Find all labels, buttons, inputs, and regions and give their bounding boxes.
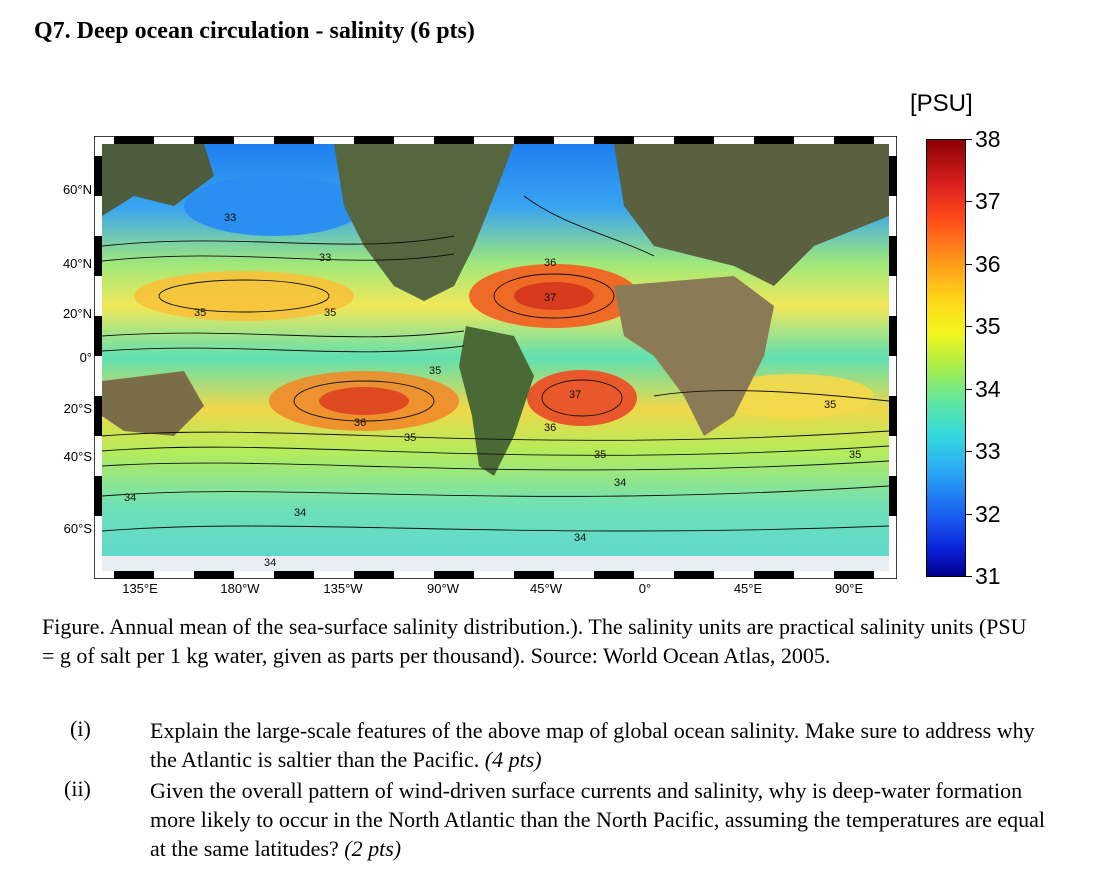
- lat-label: 20°S: [63, 401, 92, 416]
- frame-ticks: [94, 136, 897, 579]
- s-pacific-core: [319, 387, 409, 415]
- salinity-colorbar: [926, 139, 966, 577]
- question-points: (2 pts): [344, 836, 402, 861]
- contour-label: 34: [124, 492, 136, 504]
- n-pacific-high: [134, 271, 354, 321]
- lon-label: 180°W: [220, 581, 260, 596]
- contour-label: 36: [544, 422, 556, 434]
- question-body: Given the overall pattern of wind-driven…: [150, 778, 1045, 861]
- contour-label: 35: [594, 449, 606, 461]
- colorbar-tick: [966, 326, 972, 327]
- salinity-map-graphic: 33 33 35 35 35 36 36 37 37 36 35 35 35 3…: [94, 136, 897, 579]
- question-number: (ii): [64, 776, 91, 801]
- lat-label: 40°N: [62, 256, 92, 271]
- colorbar-label: 37: [975, 188, 1001, 214]
- colorbar-label: 31: [975, 563, 1001, 589]
- colorbar-label: 33: [975, 438, 1001, 464]
- antarctica: [102, 556, 889, 571]
- eurasia-land: [614, 144, 889, 286]
- colorbar-tick: [966, 139, 972, 140]
- lat-label: 60°N: [62, 182, 92, 197]
- australia-land: [102, 371, 204, 436]
- lat-label: 20°N: [62, 306, 92, 321]
- contour-label: 35: [194, 307, 206, 319]
- contour-label: 33: [224, 212, 236, 224]
- contour-label: 34: [614, 477, 626, 489]
- contour-label: 34: [574, 532, 586, 544]
- lat-label: 0°: [79, 350, 92, 365]
- asia-land: [102, 144, 214, 216]
- colorbar-tick: [966, 451, 972, 452]
- contour-label: 37: [544, 292, 556, 304]
- contour-label: 35: [404, 432, 416, 444]
- lon-label: 90°W: [427, 581, 459, 596]
- north-america-land: [334, 144, 514, 301]
- figure-caption: Figure. Annual mean of the sea-surface s…: [42, 614, 1027, 668]
- contour-lines: [101, 195, 890, 532]
- contour-label: 36: [544, 257, 556, 269]
- question-text: Explain the large-scale features of the …: [150, 716, 1055, 774]
- lon-label: 45°W: [530, 581, 562, 596]
- contour-label: 37: [569, 389, 581, 401]
- colorbar-label: 34: [975, 376, 1001, 402]
- n-pacific-low: [184, 176, 364, 236]
- lon-label: 135°E: [122, 581, 158, 596]
- contour-label: 35: [429, 365, 441, 377]
- salinity-map: 33 33 35 35 35 36 36 37 37 36 35 35 35 3…: [94, 136, 897, 579]
- contour-label: 35: [824, 399, 836, 411]
- question-body: Explain the large-scale features of the …: [150, 718, 1035, 772]
- lat-label: 40°S: [63, 449, 92, 464]
- lon-label: 45°E: [733, 581, 763, 596]
- colorbar-label: 38: [975, 126, 1001, 152]
- indian-ocean-high: [714, 374, 874, 418]
- contour-label: 34: [264, 557, 276, 569]
- lat-label: 60°S: [63, 521, 92, 536]
- question-points: (4 pts): [484, 747, 542, 772]
- contour-label: 35: [849, 449, 861, 461]
- contour-label: 35: [324, 307, 336, 319]
- colorbar-tick: [966, 576, 972, 577]
- s-atlantic-high: [527, 370, 637, 426]
- colorbar-label: 36: [975, 251, 1001, 277]
- lon-label: 90°E: [834, 581, 864, 596]
- colorbar-tick: [966, 201, 972, 202]
- question-title: Q7. Deep ocean circulation - salinity (6…: [34, 18, 475, 44]
- colorbar-tick: [966, 264, 972, 265]
- colorbar-unit: [PSU]: [910, 90, 973, 117]
- africa-land: [614, 276, 774, 436]
- question-text: Given the overall pattern of wind-driven…: [150, 776, 1055, 863]
- contour-label: 36: [354, 417, 366, 429]
- lon-label: 135°W: [323, 581, 363, 596]
- colorbar-tick: [966, 389, 972, 390]
- contour-label: 34: [294, 507, 306, 519]
- question-number: (i): [70, 716, 91, 741]
- lon-label: 0°: [638, 581, 652, 596]
- contour-label: 33: [319, 252, 331, 264]
- colorbar-label: 35: [975, 313, 1001, 339]
- n-atlantic-core: [514, 282, 594, 310]
- colorbar-tick: [966, 514, 972, 515]
- colorbar-label: 32: [975, 501, 1001, 527]
